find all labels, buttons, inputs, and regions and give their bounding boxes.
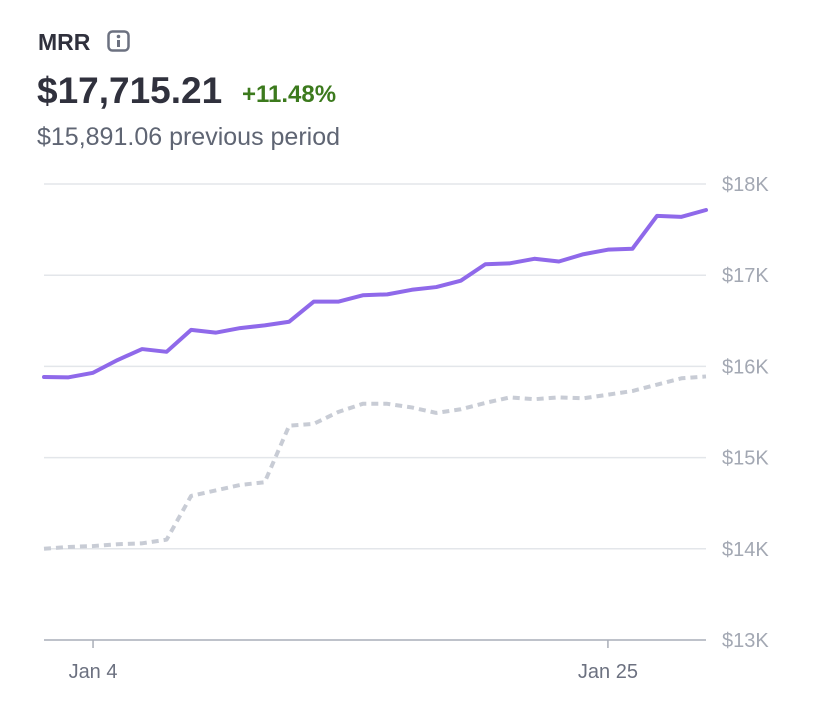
chart-title: MRR <box>38 29 91 55</box>
subtitle: $15,891.06 previous period <box>37 123 340 151</box>
y-tick-label: $16K <box>722 356 769 378</box>
series-line <box>43 374 707 551</box>
y-tick-label: $14K <box>722 539 769 561</box>
y-tick-label: $15K <box>722 448 769 470</box>
change-percent: +11.48% <box>242 81 336 108</box>
series-line <box>42 207 708 380</box>
info-icon[interactable] <box>107 30 130 52</box>
y-tick-label: $13K <box>722 630 769 652</box>
headline-value: $17,715.21 <box>37 70 222 111</box>
x-tick-label: Jan 4 <box>69 661 118 683</box>
y-tick-label: $18K <box>722 174 769 196</box>
y-tick-label: $17K <box>722 265 769 287</box>
x-tick-label: Jan 25 <box>578 661 638 683</box>
